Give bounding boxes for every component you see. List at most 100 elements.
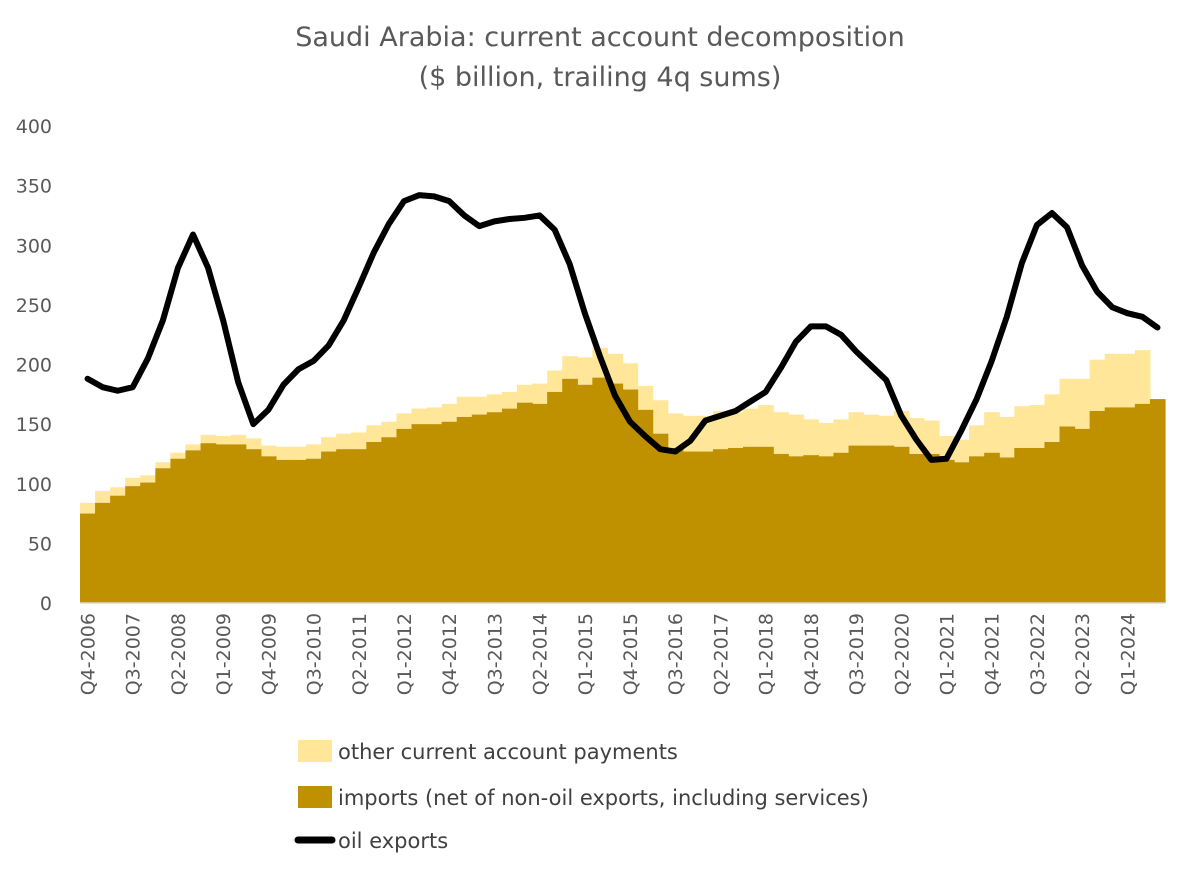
x-tick-label: Q3-2022 [1027, 613, 1049, 695]
other-payments-bar [923, 420, 940, 454]
imports-bar [336, 449, 352, 603]
y-tick-label: 200 [16, 355, 52, 377]
imports-bar [682, 451, 699, 603]
other-payments-bar [230, 434, 247, 445]
imports-bar [908, 453, 925, 603]
series-imports [80, 377, 1166, 604]
x-tick-label: Q1-2009 [213, 613, 235, 695]
y-axis: 0 50 100 150 200 250 300 350 400 [16, 116, 52, 615]
other-payments-bar [667, 413, 684, 448]
x-tick-label: Q2-2023 [1072, 613, 1094, 695]
imports-bar [652, 433, 669, 603]
imports-bar [818, 456, 835, 603]
imports-bar [1104, 407, 1121, 603]
other-payments-bar [1089, 359, 1106, 412]
imports-bar [140, 482, 156, 603]
other-payments-bar [351, 432, 367, 450]
imports-bar [245, 449, 262, 603]
imports-bar [622, 389, 639, 603]
imports-bar [170, 458, 187, 603]
other-payments-bar [471, 396, 488, 415]
y-tick-label: 350 [16, 176, 52, 198]
imports-bar [863, 445, 880, 603]
y-tick-label: 100 [16, 474, 52, 496]
y-tick-label: 150 [16, 414, 52, 436]
oil-exports-line [84, 192, 1161, 463]
other-payments-bar [848, 412, 865, 446]
other-payments-bar [215, 436, 232, 445]
imports-bar [1089, 411, 1106, 603]
imports-bar [878, 445, 895, 603]
imports-bar [275, 459, 292, 603]
other-payments-bar [1059, 378, 1076, 427]
other-payments-bar [999, 416, 1015, 458]
imports-bar [773, 453, 789, 603]
imports-bar [547, 391, 563, 603]
other-payments-bar [486, 394, 503, 413]
x-tick-label: Q2-2020 [891, 613, 913, 695]
legend-label-oil: oil exports [338, 829, 448, 853]
other-payments-bar [1014, 406, 1030, 448]
imports-bar [788, 456, 804, 603]
imports-bar [501, 408, 518, 603]
y-tick-label: 50 [28, 533, 52, 555]
imports-bar [1149, 399, 1166, 603]
imports-bar [290, 459, 307, 603]
x-tick-label: Q2-2008 [168, 613, 190, 695]
other-payments-bar [381, 421, 398, 438]
imports-bar [803, 455, 819, 603]
x-tick-label: Q3-2013 [484, 613, 506, 695]
imports-bar [125, 486, 141, 603]
imports-bar [984, 452, 1000, 603]
other-payments-bar [260, 445, 277, 457]
imports-bar [230, 444, 247, 603]
imports-bar [1059, 426, 1076, 603]
imports-bar [471, 414, 488, 603]
imports-bar [486, 412, 503, 603]
imports-bar [396, 428, 413, 603]
other-payments-bar [366, 425, 382, 443]
imports-bar [607, 383, 624, 603]
imports-bar [1014, 447, 1030, 603]
other-payments-bar [95, 490, 111, 503]
imports-bar [185, 450, 202, 603]
x-tick-label: Q4-2021 [982, 613, 1004, 695]
x-tick-label: Q3-2010 [304, 613, 326, 695]
other-payments-bar [532, 383, 548, 404]
other-payments-bar [185, 444, 202, 451]
other-payments-bar [652, 400, 669, 434]
other-payments-bar [80, 502, 96, 514]
x-axis: Q4-2006 Q3-2007 Q2-2008 Q1-2009 Q4-2009 Q3-20… [78, 602, 1165, 695]
other-payments-bar [1119, 353, 1136, 408]
imports-bar [351, 449, 367, 603]
other-payments-bar [441, 403, 458, 422]
other-payments-bar [1074, 378, 1091, 429]
other-payments-bar [803, 419, 819, 456]
legend-swatch-imports [298, 786, 332, 808]
other-payments-bar [863, 414, 880, 446]
imports-bar [999, 457, 1015, 603]
imports-bar [260, 456, 277, 603]
other-payments-bar [1134, 350, 1151, 404]
y-tick-label: 0 [40, 593, 52, 615]
imports-bar [1119, 407, 1136, 603]
imports-bar [923, 453, 940, 603]
other-payments-bar [788, 414, 804, 457]
imports-bar [562, 378, 578, 603]
imports-bar [155, 468, 172, 603]
imports-bar [954, 462, 970, 603]
other-payments-bar [426, 407, 443, 425]
x-tick-label: Q4-2006 [78, 613, 100, 695]
imports-bar [200, 443, 217, 603]
imports-bar [727, 447, 744, 603]
other-payments-bar [954, 439, 970, 463]
imports-bar [426, 424, 443, 604]
imports-bar [517, 402, 533, 603]
other-payments-bar [200, 434, 217, 444]
other-payments-bar [245, 438, 262, 450]
other-payments-bar [878, 415, 895, 446]
imports-bar [938, 459, 955, 603]
other-payments-bar [155, 462, 172, 469]
